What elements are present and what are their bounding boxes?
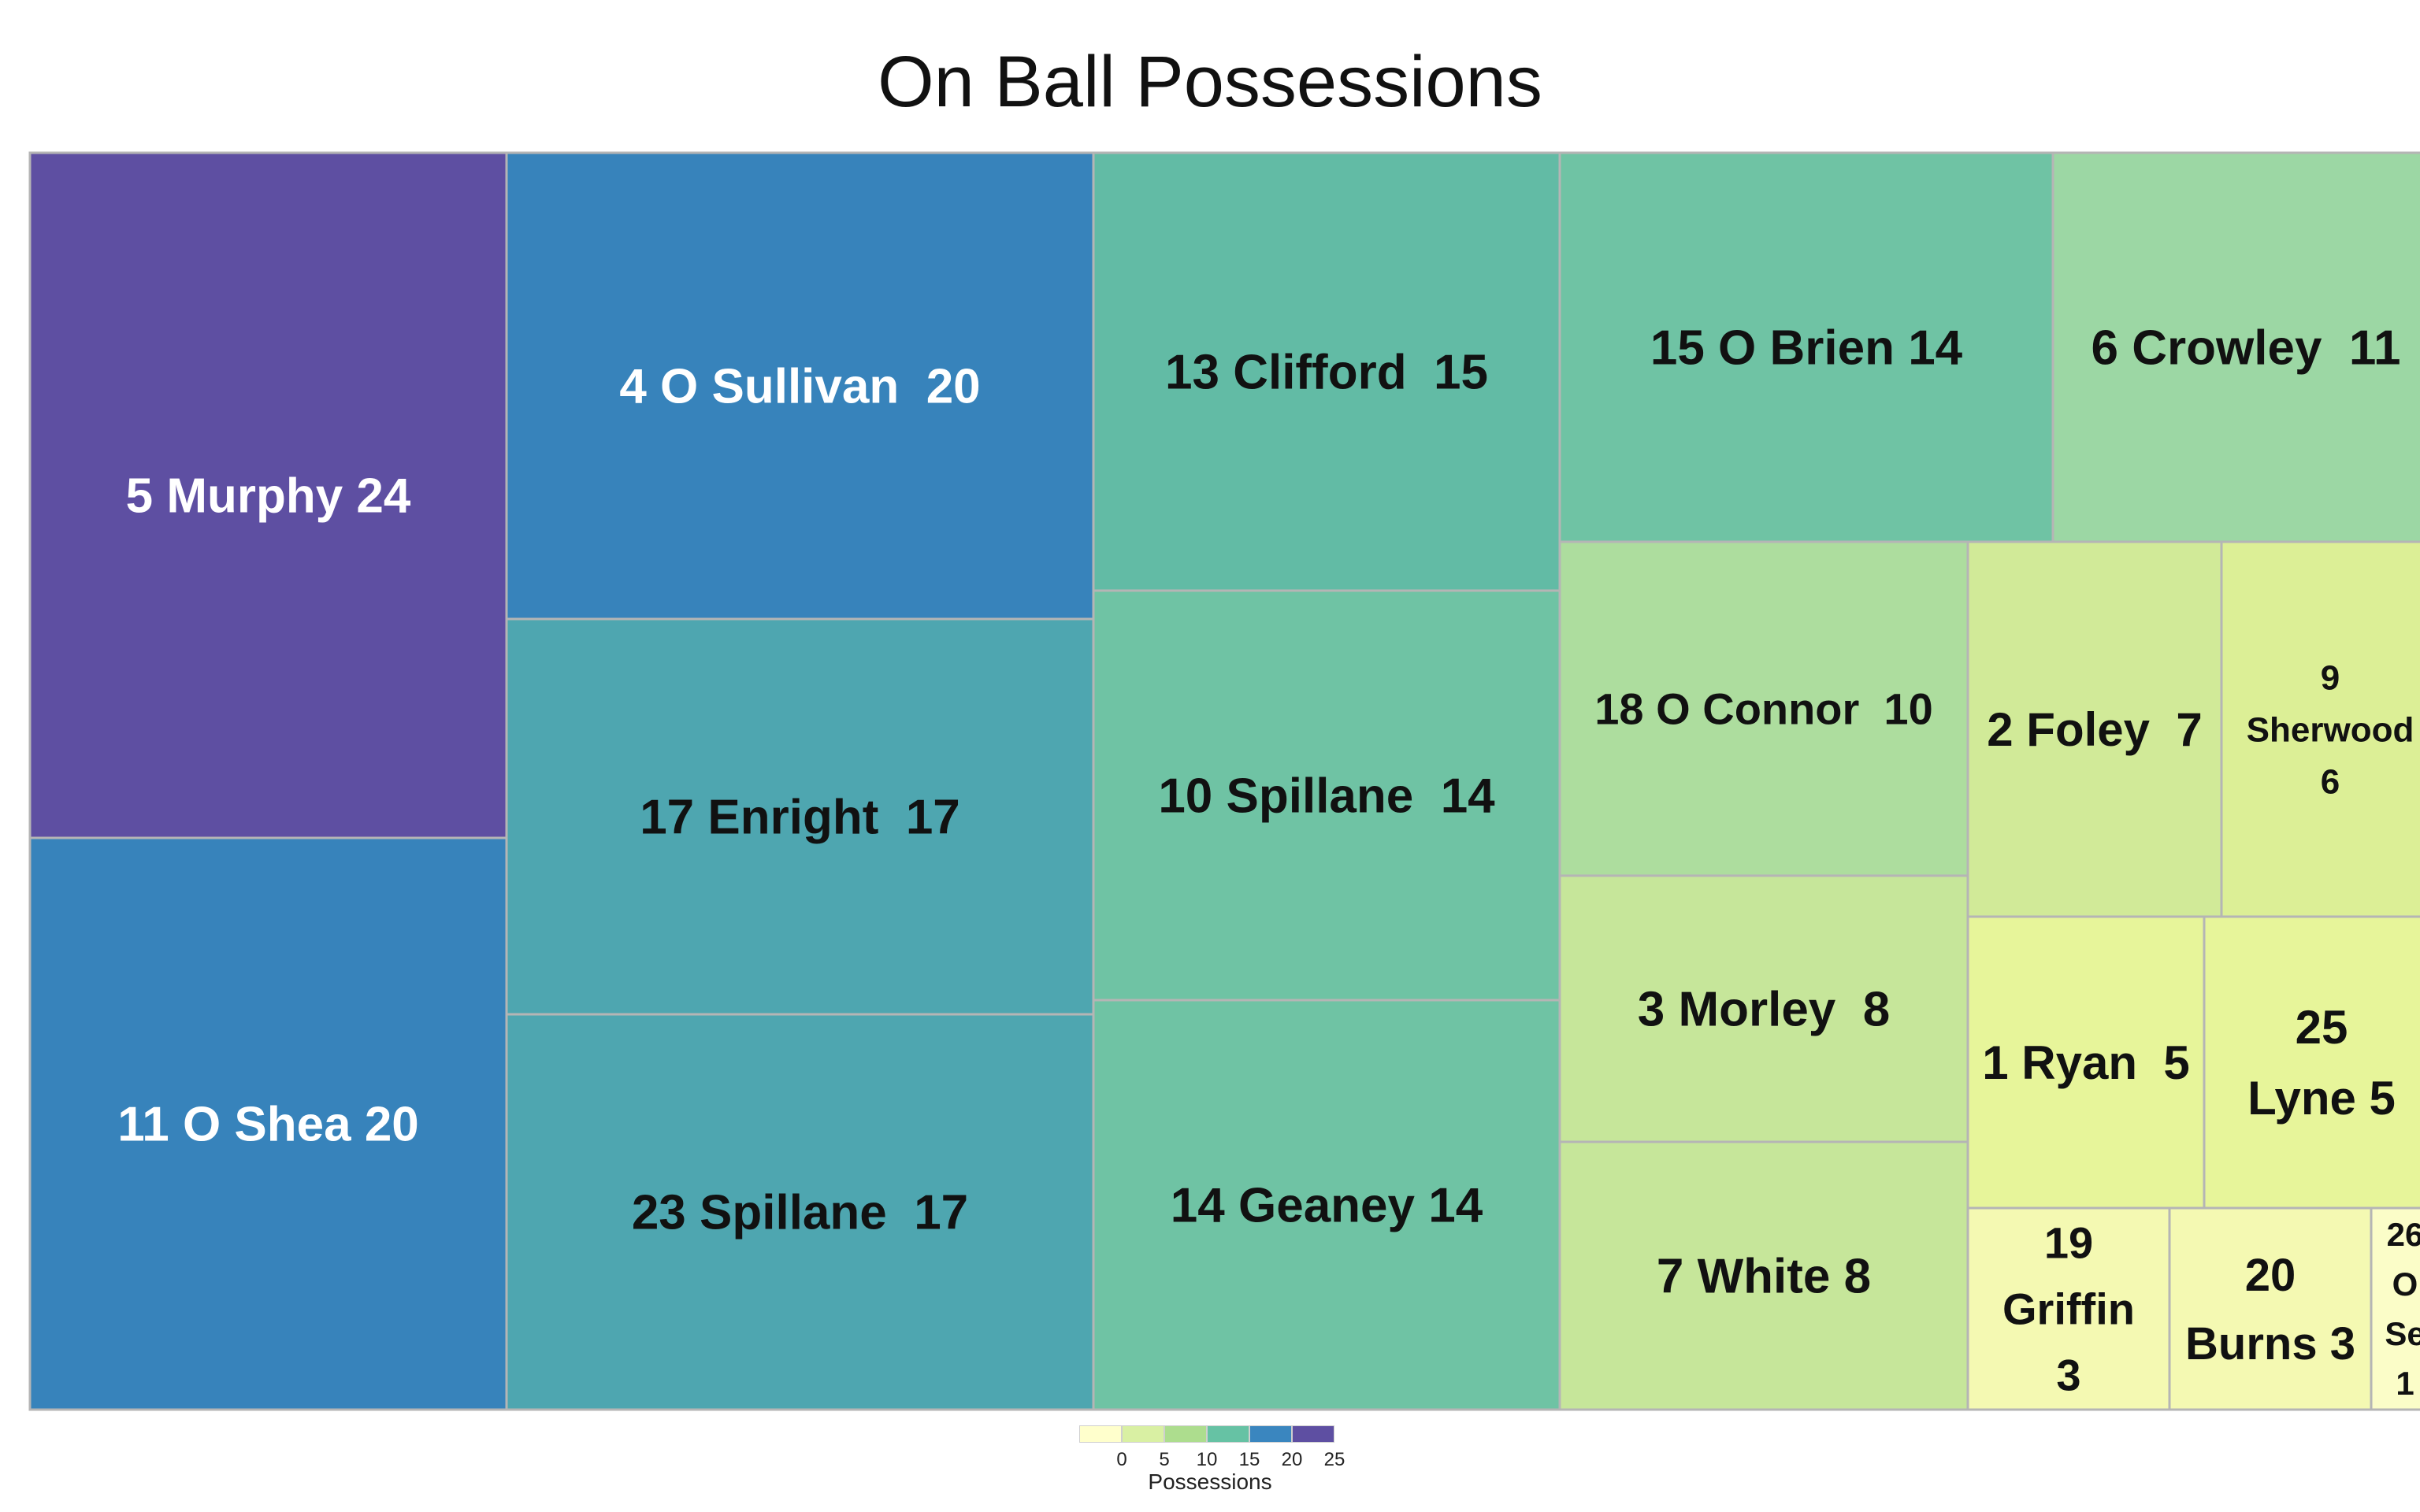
legend-color-bar	[1079, 1425, 1334, 1443]
treemap-tile: 13 Clifford 15	[1092, 151, 1561, 592]
treemap-tile-rect	[2203, 915, 2420, 1210]
treemap-tile-rect	[1092, 999, 1561, 1411]
treemap-tile-label: 23 Spillane 17	[632, 1186, 968, 1240]
legend-tick: 5	[1159, 1449, 1170, 1470]
legend-swatch	[1207, 1425, 1249, 1443]
treemap-tile-rect	[1966, 540, 2223, 918]
treemap-tile: 25 Lyne 5	[2203, 915, 2420, 1210]
treemap-tile: 1 Ryan 5	[1966, 915, 2206, 1210]
treemap-tile: 7 White 8	[1558, 1140, 1969, 1411]
treemap-tile-rect	[28, 151, 508, 839]
treemap-tile-rect	[1558, 1140, 1969, 1411]
treemap-tile: 9 Sherwood 6	[2220, 540, 2420, 918]
treemap-tile: 14 Geaney 14	[1092, 999, 1561, 1411]
treemap-tile-label: 5 Murphy 24	[126, 469, 411, 524]
treemap-tile-label: 18 O Connor 10	[1594, 684, 1932, 734]
treemap-tile-rect	[28, 836, 508, 1411]
treemap-tile: 15 O Brien 14	[1558, 151, 2054, 543]
treemap-tile: 17 Enright 17	[505, 617, 1095, 1016]
legend-tick: 25	[1323, 1449, 1345, 1470]
treemap-tile-label: 9 Sherwood 6	[2247, 658, 2414, 801]
treemap-tile-label: 6 Crowley 11	[2092, 321, 2401, 376]
treemap-tile-label: 11 O Shea 20	[117, 1098, 419, 1152]
treemap-tile-label: 1 Ryan 5	[1982, 1036, 2189, 1089]
legend-swatch	[1249, 1425, 1292, 1443]
treemap-tile: 3 Morley 8	[1558, 874, 1969, 1143]
treemap-tile-label: 10 Spillane 14	[1158, 769, 1495, 824]
treemap-tile: 20 Burns 3	[2168, 1206, 2373, 1411]
treemap-tile: 19 Griffin 3	[1966, 1206, 2171, 1411]
treemap-tile-rect	[1558, 874, 1969, 1143]
treemap-tile-label: 3 Morley 8	[1638, 983, 1890, 1037]
legend-tick: 0	[1116, 1449, 1127, 1470]
treemap-tile: 2 Foley 7	[1966, 540, 2223, 918]
treemap-tile-rect	[2168, 1206, 2373, 1411]
treemap-tile-label: 15 O Brien 14	[1650, 321, 1963, 376]
treemap-tile: 26 O Se 1	[2370, 1206, 2420, 1411]
treemap-tile: 11 O Shea 20	[28, 836, 508, 1411]
treemap-tile-label: 4 O Sullivan 20	[619, 360, 980, 414]
treemap-tile-label: 26 O Se 1	[2385, 1216, 2420, 1402]
treemap-tile-rect	[1558, 151, 2054, 543]
treemap-tile: 4 O Sullivan 20	[505, 151, 1095, 621]
treemap-tile-rect	[2051, 151, 2420, 543]
legend-swatch	[1122, 1425, 1164, 1443]
treemap-tile-rect	[1092, 589, 1561, 1002]
treemap-tile-label: 20 Burns 3	[2185, 1250, 2355, 1369]
treemap-tile-label: 7 White 8	[1657, 1250, 1871, 1304]
treemap-tile: 23 Spillane 17	[505, 1013, 1095, 1411]
treemap-tile-rect	[505, 617, 1095, 1016]
treemap-tile-label: 19 Griffin 3	[2002, 1218, 2135, 1400]
treemap-tile: 5 Murphy 24	[28, 151, 508, 839]
treemap-tile-rect	[1558, 540, 1969, 877]
legend-title: Possessions	[1148, 1469, 1272, 1494]
chart-title: On Ball Possessions	[878, 42, 1542, 122]
treemap-tile-rect	[2220, 540, 2420, 918]
treemap-tile: 18 O Connor 10	[1558, 540, 1969, 877]
legend-tick: 15	[1238, 1449, 1260, 1470]
treemap-tile-label: 2 Foley 7	[1987, 703, 2202, 756]
treemap-tile-rect	[1966, 915, 2206, 1210]
treemap-tile-rect	[1966, 1206, 2171, 1411]
treemap-tile-rect	[505, 151, 1095, 621]
treemap-tile: 10 Spillane 14	[1092, 589, 1561, 1002]
legend-tick: 20	[1281, 1449, 1303, 1470]
treemap-tile-rect	[1092, 151, 1561, 592]
treemap-tile-rect	[2370, 1206, 2420, 1411]
treemap-tile-rect	[505, 1013, 1095, 1411]
legend-swatch	[1292, 1425, 1334, 1443]
treemap-tile-label: 14 Geaney 14	[1171, 1179, 1483, 1233]
treemap-tile-label: 25 Lyne 5	[2247, 1001, 2396, 1125]
legend-swatch	[1079, 1425, 1122, 1443]
treemap-tile-label: 13 Clifford 15	[1165, 346, 1488, 400]
treemap-tile: 6 Crowley 11	[2051, 151, 2420, 543]
legend-swatch	[1164, 1425, 1207, 1443]
treemap-tile-label: 17 Enright 17	[640, 791, 960, 845]
legend-tick: 10	[1196, 1449, 1218, 1470]
